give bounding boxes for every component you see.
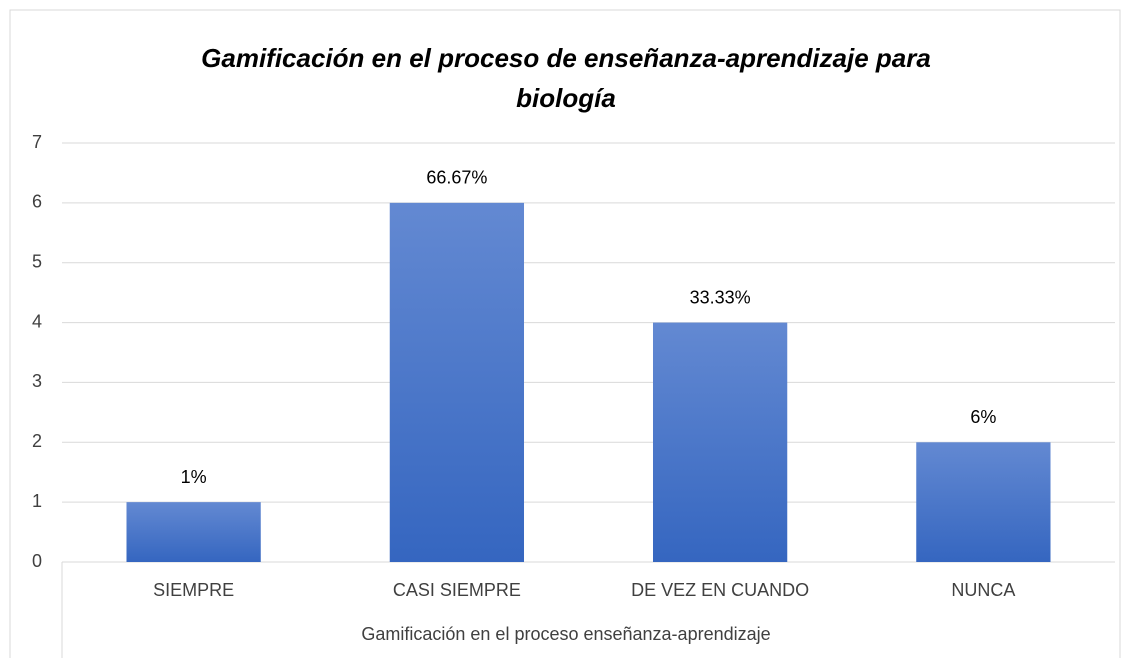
data-label: 66.67% [426, 168, 487, 188]
y-tick-label: 3 [32, 371, 42, 391]
x-tick-label: SIEMPRE [153, 580, 234, 600]
data-label: 33.33% [690, 287, 751, 307]
y-tick-label: 4 [32, 311, 42, 331]
chart-title: Gamificación en el proceso de enseñanza-… [201, 43, 931, 113]
x-tick-label: DE VEZ EN CUANDO [631, 580, 809, 600]
bar [389, 202, 525, 562]
y-tick-label: 0 [32, 551, 42, 571]
y-tick-label: 2 [32, 431, 42, 451]
bar [652, 322, 788, 562]
y-tick-label: 7 [32, 132, 42, 152]
y-tick-label: 1 [32, 491, 42, 511]
data-label: 6% [970, 407, 996, 427]
chart-border [9, 9, 1121, 658]
data-label: 1% [181, 467, 207, 487]
y-tick-label: 6 [32, 192, 42, 212]
y-tick-label: 5 [32, 251, 42, 271]
bar [126, 502, 261, 562]
bar [916, 442, 1051, 562]
x-tick-label: CASI SIEMPRE [393, 580, 521, 600]
x-axis-title: Gamificación en el proceso enseñanza-apr… [361, 624, 770, 644]
x-tick-label: NUNCA [951, 580, 1015, 600]
